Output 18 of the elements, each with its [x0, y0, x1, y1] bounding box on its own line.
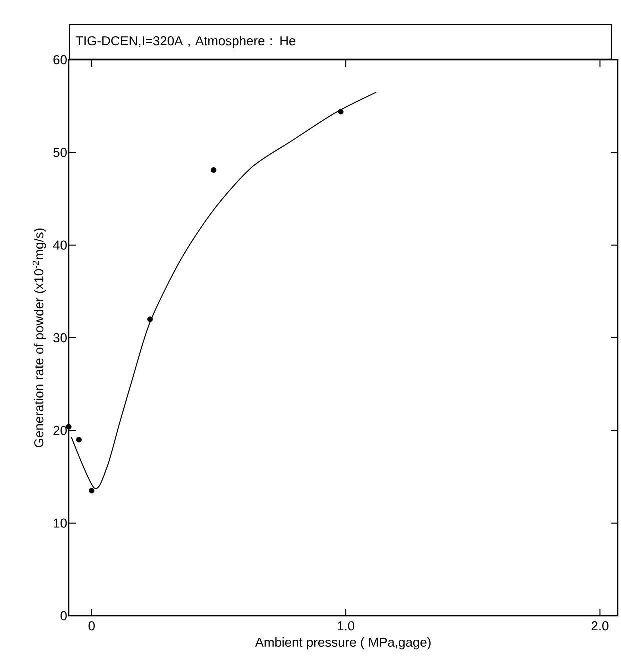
point [89, 488, 95, 494]
y-tick-label: 20 [54, 426, 67, 436]
point [211, 167, 217, 174]
y-tick-label: 40 [53, 240, 67, 250]
y-tick-label: 0 [60, 611, 67, 621]
y-tick-label: 60 [54, 55, 67, 65]
point [76, 437, 82, 443]
point [338, 109, 344, 115]
x-tick-label: 1.0 [338, 622, 355, 631]
x-tick-label: 2.0 [592, 622, 609, 631]
point [148, 316, 154, 322]
y-tick-label: 30 [54, 333, 67, 343]
y-tick-label: 10 [54, 518, 67, 528]
chart-title: TIG-DCEN,I=320A , Atmosphere : He [76, 36, 296, 48]
x-tick-label: 0 [88, 622, 95, 631]
y-axis-title: Generation rate of powder (x10$^{-2}$mg/s) [32, 228, 46, 448]
x-axis-title: Ambient pressure ( MPa,gage) [255, 638, 431, 650]
y-tick-label: 50 [54, 148, 67, 158]
